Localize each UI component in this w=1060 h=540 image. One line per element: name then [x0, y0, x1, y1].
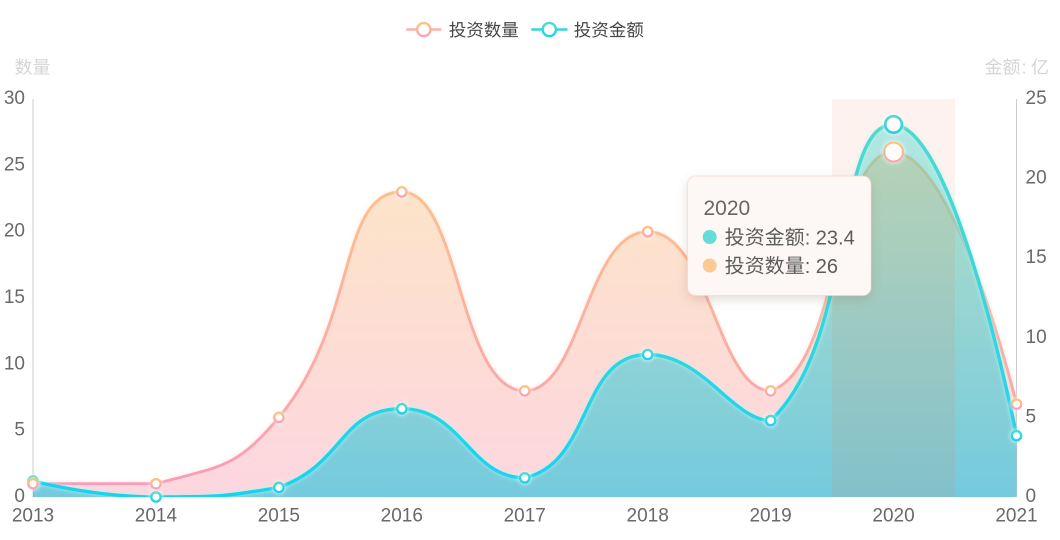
svg-text:20: 20 — [4, 221, 25, 242]
svg-text:5: 5 — [1026, 406, 1037, 427]
svg-text:2013: 2013 — [12, 506, 54, 527]
svg-text:2018: 2018 — [627, 506, 669, 527]
svg-text:2017: 2017 — [504, 506, 546, 527]
svg-text:30: 30 — [4, 88, 25, 109]
svg-text:20: 20 — [1026, 168, 1047, 189]
svg-text:5: 5 — [14, 420, 25, 441]
svg-text:2021: 2021 — [995, 506, 1037, 527]
svg-text:0: 0 — [14, 486, 25, 507]
svg-text:10: 10 — [4, 353, 25, 374]
svg-text:0: 0 — [1026, 486, 1037, 507]
svg-text:2020: 2020 — [704, 197, 751, 220]
svg-text:: 26: : 26 — [805, 256, 838, 278]
svg-text:10: 10 — [1026, 327, 1047, 348]
svg-text:2020: 2020 — [872, 506, 914, 527]
svg-text:25: 25 — [1026, 88, 1047, 109]
svg-text:2014: 2014 — [135, 506, 178, 527]
svg-text:2016: 2016 — [381, 506, 423, 527]
svg-text:2019: 2019 — [749, 506, 791, 527]
svg-text:15: 15 — [4, 287, 25, 308]
svg-text:25: 25 — [4, 154, 25, 175]
svg-text::: : — [1022, 58, 1027, 78]
svg-text:15: 15 — [1026, 247, 1047, 268]
svg-text:: 23.4: : 23.4 — [805, 227, 855, 249]
svg-text:2015: 2015 — [258, 506, 300, 527]
